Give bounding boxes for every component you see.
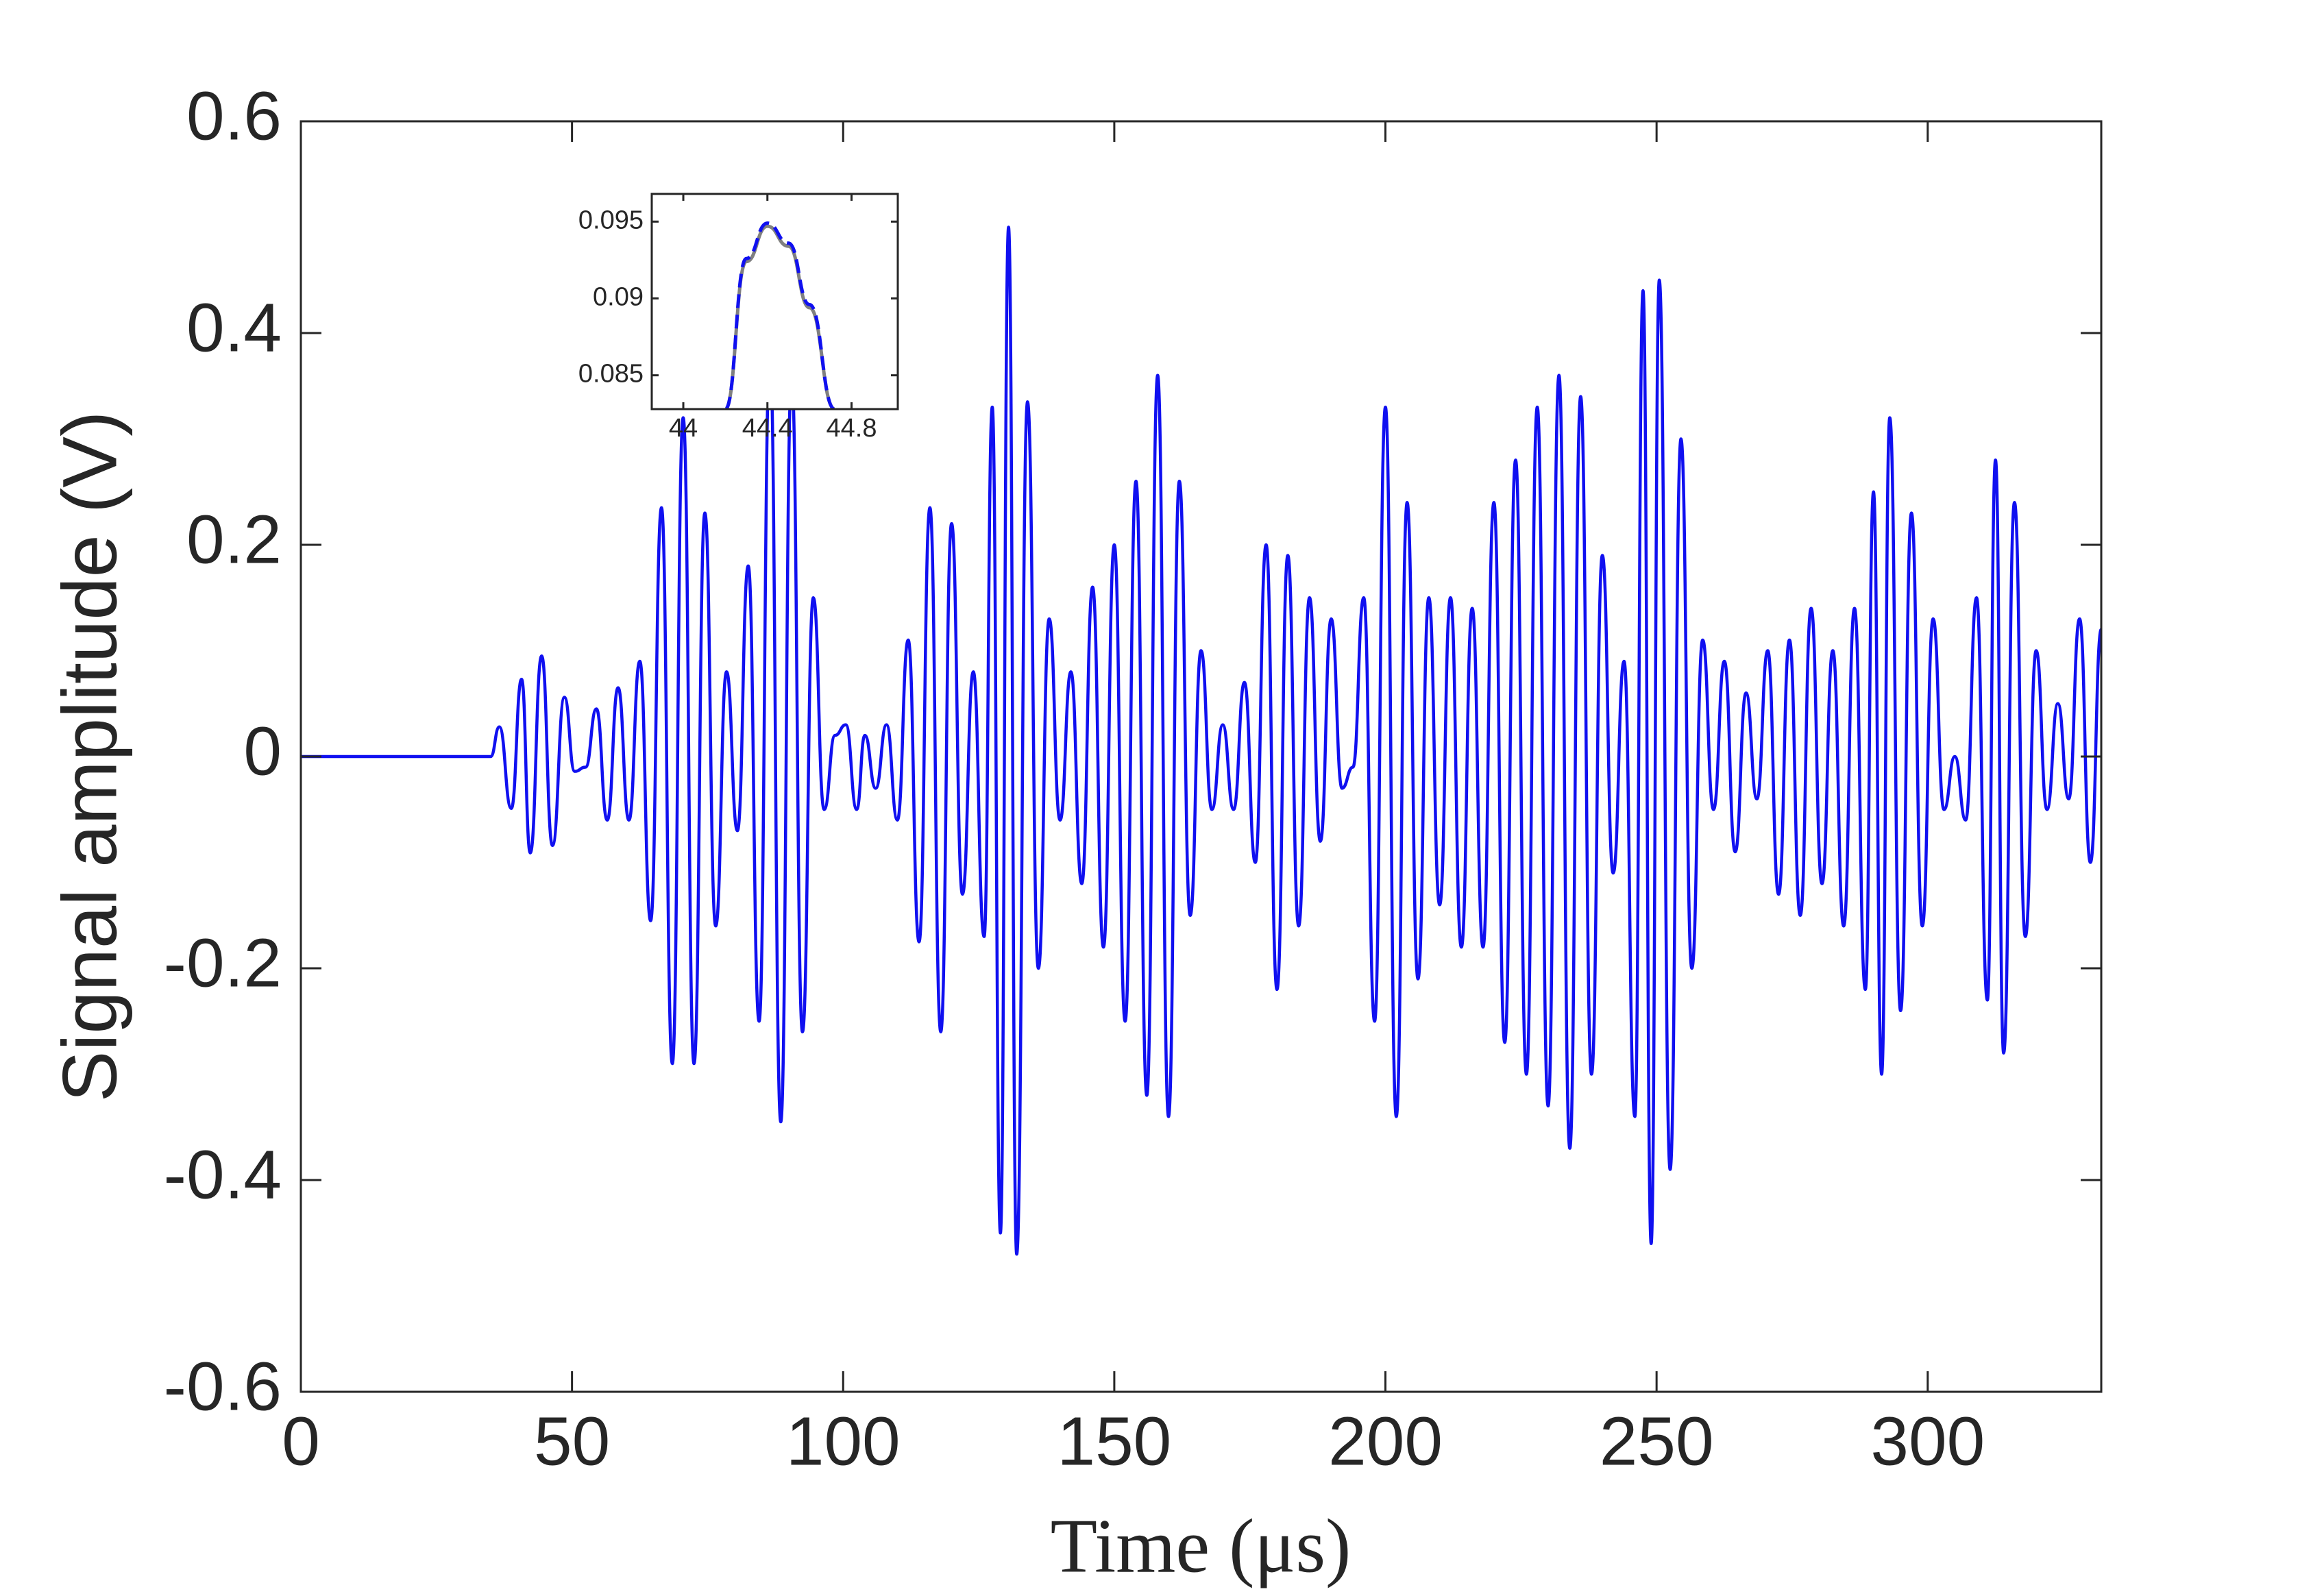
x-tick-label: 200 [1328, 1403, 1443, 1480]
x-tick-label: 250 [1600, 1403, 1714, 1480]
y-tick-label: -0.2 [164, 924, 282, 1001]
axes-box [650, 193, 899, 410]
y-tick-label: 0.095 [578, 206, 644, 234]
x-tick-label: 0 [282, 1403, 320, 1480]
y-tick-label: 0.09 [593, 283, 644, 312]
x-tick-label: 100 [786, 1403, 901, 1480]
signal-line [301, 225, 2101, 1256]
x-tick-label: 50 [534, 1403, 610, 1480]
y-tick-label: 0.085 [578, 360, 644, 389]
y-tick-label: -0.4 [164, 1136, 282, 1213]
x-tick-label: 150 [1057, 1403, 1171, 1480]
x-tick-label: 44.4 [742, 414, 793, 443]
y-tick-label: 0.4 [186, 289, 282, 366]
x-tick-label: 44.8 [827, 414, 877, 443]
y-tick-label: 0 [243, 713, 282, 789]
y-axis-label: Signal amplitude (V) [47, 411, 133, 1103]
signal-line [723, 221, 836, 409]
y-tick-label: 0.2 [186, 501, 282, 578]
x-tick-label: 300 [1870, 1403, 1985, 1480]
y-tick-label: 0.6 [186, 77, 282, 154]
y-tick-label: -0.6 [164, 1348, 282, 1425]
x-axis-label: Time (μs) [1051, 1504, 1351, 1589]
x-tick-label: 44 [669, 414, 698, 443]
plot-area [652, 194, 898, 409]
